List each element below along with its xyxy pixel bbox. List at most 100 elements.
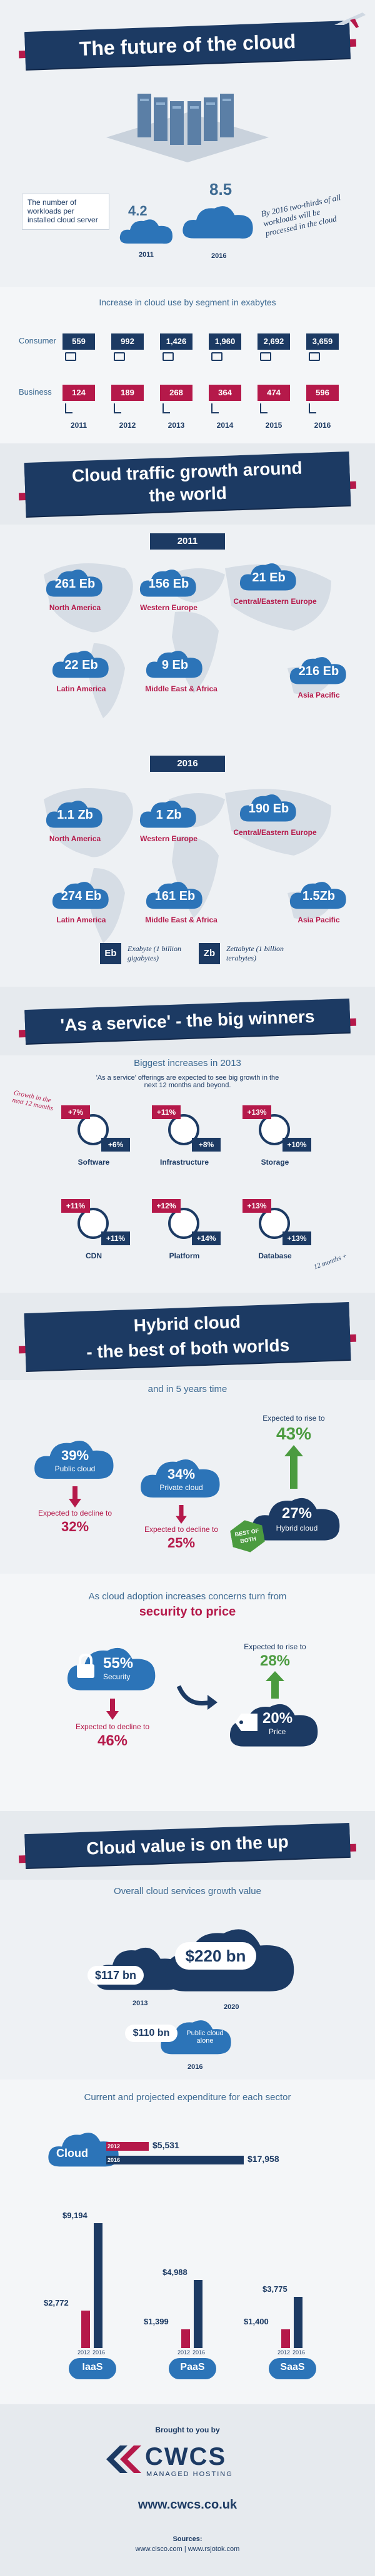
value-2020-year: 2020: [224, 2003, 239, 2011]
footer-sources-label: Sources:: [172, 2535, 202, 2543]
region-name: Central/Eastern Europe: [233, 828, 317, 837]
hybrid-banner-section: Hybrid cloud - the best of both worlds: [0, 1293, 375, 1380]
business-label: Business: [19, 387, 52, 397]
workloads-section: The number of workloads per installed cl…: [0, 175, 375, 287]
security-down-arrow-icon: [106, 1699, 119, 1720]
region-name: Latin America: [56, 684, 106, 693]
consumer-cell: 1,960: [209, 333, 241, 350]
consumer-cell: 1,426: [160, 333, 192, 350]
public-cloud-icon: [34, 1441, 114, 1479]
business-cell: 189: [111, 385, 144, 401]
consumer-label: Consumer: [19, 336, 56, 345]
sector-year-2012: 2012: [178, 2349, 191, 2356]
value-2013-year: 2013: [132, 2000, 148, 2007]
region-value: 156 Eb: [148, 577, 189, 591]
workloads-2011-year: 2011: [139, 251, 154, 259]
region-name: Middle East & Africa: [145, 684, 218, 693]
usage-year-label: 2011: [70, 421, 88, 430]
region-cloud-icon: [139, 570, 196, 597]
region-cloud-icon: [52, 651, 109, 678]
expenditure-section: Current and projected expenditure for ea…: [0, 2080, 375, 2404]
consumer-cell: 2,692: [258, 333, 290, 350]
value-2016-year: 2016: [188, 2063, 203, 2071]
service-growth-b: +10%: [282, 1138, 311, 1152]
legend-zb-text: Zettabyte (1 billion terabytes): [226, 944, 284, 962]
traffic-2011-year-badge: 2011: [150, 533, 225, 550]
region-name: Asia Pacific: [298, 915, 340, 924]
price-tag-icon: [235, 1714, 258, 1731]
business-cell: 268: [160, 385, 192, 401]
business-cell: 596: [306, 385, 339, 401]
traffic-2011-section: 2011 261 Eb North America 156 Eb Western Eu…: [0, 525, 375, 749]
legend-eb-text: Exabyte (1 billion gigabytes): [128, 944, 181, 962]
service-growth-a: +12%: [152, 1199, 181, 1213]
usage-title: Increase in cloud use by segment in exab…: [99, 297, 276, 307]
airplane-icon: [334, 12, 366, 28]
sector-bar-2016: [194, 2280, 202, 2348]
service-name: Platform: [169, 1251, 200, 1260]
service-section: Biggest increases in 2013 'As a service'…: [0, 1055, 375, 1293]
sector-bar-2016: [294, 2297, 302, 2348]
workloads-label-box: The number of workloads per installed cl…: [22, 194, 109, 230]
value-2013-value-box: $117 bn: [88, 1966, 144, 1985]
service-growth-a: +13%: [242, 1105, 271, 1119]
usage-section: Increase in cloud use by segment in exab…: [0, 287, 375, 443]
consumer-person-icon: [65, 352, 76, 361]
value-2016-value-box: $110 bn: [125, 2025, 178, 2042]
service-growth-note2: 12 months +: [312, 1251, 348, 1271]
service-name: Storage: [261, 1158, 289, 1167]
public-cloud-label: Public cloud: [54, 1464, 96, 1473]
service-growth-b: +13%: [282, 1231, 311, 1245]
service-name: Database: [258, 1251, 292, 1260]
private-cloud-note: Expected to decline to: [144, 1525, 219, 1534]
security-value: 55%: [103, 1655, 134, 1672]
sector-year-2016: 2016: [292, 2349, 306, 2356]
price-label: Price: [269, 1727, 286, 1736]
legend-eb-box: Eb: [100, 943, 121, 964]
usage-year-label: 2013: [168, 421, 185, 430]
business-person-icon: [309, 403, 316, 413]
usage-year-label: 2012: [119, 421, 136, 430]
expenditure-cloud-label: Cloud: [56, 2147, 88, 2159]
hybrid-cloud-to: 43%: [276, 1424, 312, 1443]
service-title: 'As a service' - the big winners: [24, 998, 351, 1044]
service-growth-b: +6%: [101, 1138, 130, 1152]
security-label: Security: [103, 1672, 131, 1681]
region-name: Central/Eastern Europe: [233, 597, 317, 606]
region-value: 1 Zb: [156, 808, 182, 822]
sector-year-2012: 2012: [278, 2349, 291, 2356]
public-cloud-value: 39%: [61, 1448, 89, 1463]
sector-year-2016: 2016: [92, 2349, 106, 2356]
cloud-bar-2012-value: $5,531: [152, 2140, 179, 2150]
sector-value-2012: $2,772: [44, 2298, 69, 2307]
sector-name: IaaS: [82, 2362, 103, 2372]
service-growth-a: +13%: [242, 1199, 271, 1213]
price-value: 20%: [262, 1710, 293, 1727]
sector-value-2016: $9,194: [62, 2211, 88, 2220]
header-section: The future of the cloud: [0, 0, 375, 175]
consumer-cell: 992: [111, 333, 144, 350]
region-value: 1.1 Zb: [57, 808, 93, 822]
region-value: 216 Eb: [298, 664, 339, 678]
expenditure-cloud-icon: [48, 2133, 119, 2167]
region-value: 9 Eb: [161, 658, 189, 672]
footer-section: Brought to you by CWCS MANAGED HOSTING w…: [0, 2404, 375, 2576]
sector-name: SaaS: [280, 2362, 305, 2372]
public-down-arrow-icon: [69, 1486, 81, 1508]
usage-year-label: 2016: [314, 421, 331, 430]
consumer-person-icon: [162, 352, 174, 361]
consumer-person-icon: [260, 352, 271, 361]
service-name: Infrastructure: [159, 1158, 209, 1167]
sector-name: PaaS: [180, 2362, 205, 2372]
security-to: 46%: [97, 1732, 128, 1749]
workloads-note: By 2016 two-thirds of all workloads will…: [260, 192, 342, 239]
service-growth-a: +7%: [61, 1105, 90, 1119]
hybrid-cloud-value: 27%: [281, 1505, 312, 1522]
service-banner-section: 'As a service' - the big winners: [0, 987, 375, 1055]
expenditure-title: Current and projected expenditure for ea…: [84, 2092, 291, 2103]
header-title: The future of the cloud: [24, 20, 351, 70]
price-to: 28%: [259, 1652, 291, 1669]
footer-url[interactable]: www.cwcs.co.uk: [138, 2498, 238, 2512]
region-name: North America: [49, 834, 101, 843]
value-subtitle: Overall cloud services growth value: [114, 1886, 261, 1897]
